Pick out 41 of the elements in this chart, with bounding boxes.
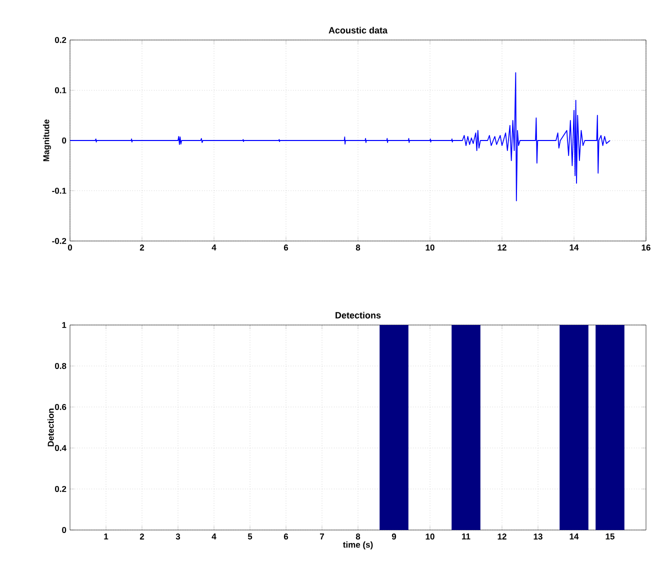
y-tick-label: 0.1 <box>54 87 66 94</box>
x-tick-label: 0 <box>68 244 72 251</box>
chart-title: Acoustic data <box>328 26 388 34</box>
x-tick-label: 11 <box>462 534 470 540</box>
x-tick-label: 12 <box>498 534 506 540</box>
y-tick-label: 0 <box>62 138 66 144</box>
x-tick-label: 6 <box>284 244 288 251</box>
x-tick-label: 15 <box>606 534 614 540</box>
x-tick-label: 12 <box>498 244 506 250</box>
y-tick-label: 0.4 <box>54 445 66 452</box>
y-axis-title: Magnitude <box>42 120 51 162</box>
y-tick-label: 0.8 <box>54 363 66 370</box>
x-tick-label: 10 <box>426 244 434 251</box>
x-tick-label: 13 <box>534 534 542 540</box>
x-tick-label: 9 <box>392 534 396 540</box>
line-series <box>70 72 610 202</box>
y-axis-title: Detection <box>48 408 54 446</box>
x-tick-label: 5 <box>248 534 252 540</box>
x-axis-title: time (s) <box>343 541 373 550</box>
x-tick-label: 7 <box>320 534 324 540</box>
y-tick-label: 1 <box>62 322 66 328</box>
x-tick-label: 2 <box>140 244 144 250</box>
x-tick-label: 8 <box>356 534 360 540</box>
x-tick-label: 10 <box>426 534 434 540</box>
y-tick-label: -0.2 <box>52 238 66 244</box>
x-tick-label: 2 <box>140 534 144 540</box>
y-tick-label: 0.2 <box>54 486 66 492</box>
x-tick-label: 14 <box>570 534 579 540</box>
x-tick-label: 3 <box>176 534 180 540</box>
y-tick-label: 0 <box>62 527 66 534</box>
x-tick-label: 6 <box>284 534 288 540</box>
x-tick-label: 16 <box>642 244 650 251</box>
x-tick-label: 1 <box>104 534 108 540</box>
y-tick-label: 0.6 <box>54 404 66 410</box>
y-tick-label: -0.1 <box>52 188 66 194</box>
x-tick-label: 4 <box>212 534 216 540</box>
x-tick-label: 4 <box>212 244 216 250</box>
y-tick-label: 0.2 <box>54 37 66 44</box>
x-tick-label: 8 <box>356 244 360 251</box>
x-tick-label: 14 <box>570 244 579 250</box>
chart-title: Detections <box>336 312 381 318</box>
